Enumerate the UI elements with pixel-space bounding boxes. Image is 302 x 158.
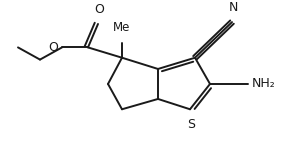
Text: O: O — [94, 3, 104, 16]
Text: N: N — [228, 1, 238, 14]
Text: S: S — [187, 118, 195, 131]
Text: NH₂: NH₂ — [252, 76, 276, 90]
Text: O: O — [48, 41, 58, 54]
Text: Me: Me — [113, 21, 131, 34]
